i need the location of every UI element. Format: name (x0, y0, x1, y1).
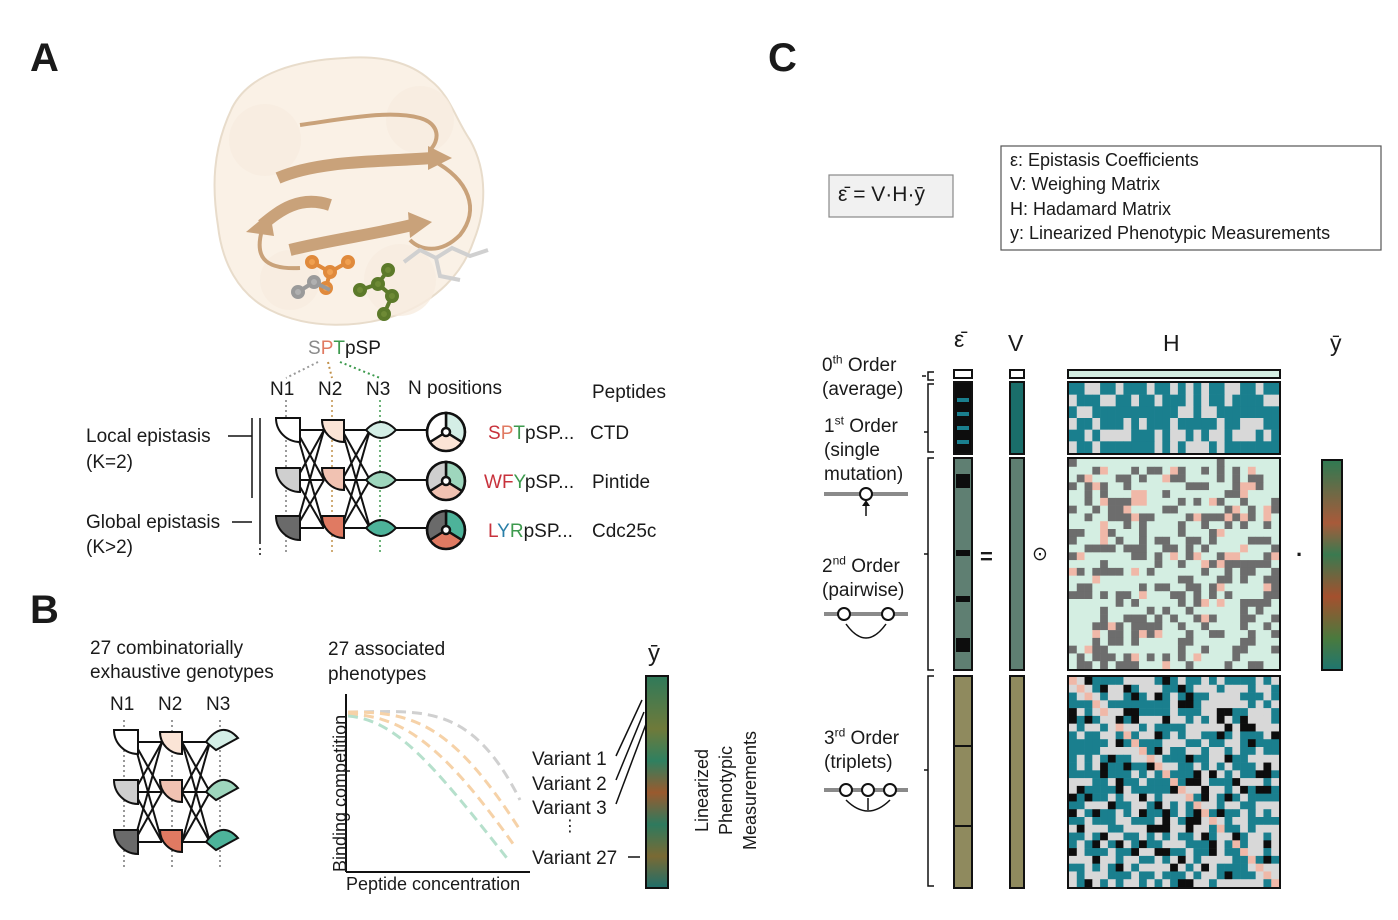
legend-line-2: V: Weighing Matrix (1010, 174, 1161, 194)
legend-box (1000, 145, 1382, 251)
n-positions-label: N positions (408, 378, 502, 399)
legend-line-4: y: Linearized Phenotypic Measurements (1010, 223, 1331, 243)
position-label-n3: N3 (366, 379, 391, 400)
dot-product-sign: · (1296, 542, 1304, 567)
order-2-label: 2nd Order (pairwise) (822, 553, 905, 601)
legend-line-3: H: Hadamard Matrix (1010, 199, 1172, 219)
peptide-sequence-top: SPTpSP (308, 338, 381, 359)
col-header-y: ȳ (1330, 330, 1342, 356)
col-header-h: H (1163, 330, 1180, 356)
epsilon-vector (953, 369, 973, 889)
b-position-n3: N3 (206, 694, 231, 715)
h-order0-frame (1067, 369, 1281, 379)
position-label-n2: N2 (318, 379, 343, 400)
b-position-n1: N1 (110, 694, 135, 715)
order-brackets (922, 371, 934, 887)
genotypes-title-line2: exhaustive genotypes (90, 662, 274, 683)
equals-sign: = (980, 544, 993, 569)
h-matrix (1069, 383, 1280, 888)
mutation-glyphs (824, 487, 908, 812)
phenotypes-title-line1: 27 associated (328, 639, 446, 660)
chart-y-axis-label: Binding competition (330, 714, 350, 872)
rotated-label: Linearized Phenotypic Measurements (692, 730, 760, 850)
order-0-label: 0th Order (average) (822, 352, 904, 400)
legend-line-1: ε: Epistasis Coefficients (1010, 150, 1199, 170)
y-bar-label-b: ȳ (648, 640, 660, 667)
col-header-epsilon: ε̄ (954, 326, 965, 352)
global-epistasis-label: Global epistasis (86, 512, 221, 533)
order-3-label: 3rd Order (triplets) (824, 725, 900, 773)
peptide-row-2: WFYpSP... (484, 472, 575, 493)
peptide-name-2: Pintide (592, 472, 651, 493)
phenotypes-title-line2: phenotypes (328, 664, 427, 685)
chart-x-axis-label: Peptide concentration (346, 874, 521, 894)
leader-lines (285, 361, 381, 379)
local-epistasis-label: Local epistasis (86, 426, 211, 447)
variant-ellipsis: ⋮ (562, 818, 578, 835)
v-vector (1009, 369, 1025, 889)
variant-leaders (615, 699, 647, 858)
panel-label-c: C (768, 36, 797, 80)
network-diagram-b (112, 720, 240, 870)
peptide-name-3: Cdc25c (592, 521, 657, 542)
peptide-name-1: CTD (590, 423, 630, 444)
variant-27-label: Variant 27 (532, 848, 618, 869)
network-diagram-a (228, 400, 467, 556)
b-position-n2: N2 (158, 694, 183, 715)
global-k-label: (K>2) (86, 537, 133, 558)
y-vector-bar-b (645, 675, 669, 889)
hadamard-product-sign: ⊙ (1032, 544, 1048, 565)
binding-curves-chart (345, 694, 530, 873)
panel-label-a: A (30, 36, 59, 80)
position-label-n1: N1 (270, 379, 295, 400)
equation-text: ε̄ = V·H·ȳ (838, 183, 925, 206)
peptide-row-1: SPTpSP... (488, 423, 575, 444)
equation-box (828, 174, 954, 218)
y-vector-bar-c (1321, 459, 1343, 671)
variant-2-label: Variant 2 (532, 774, 607, 795)
peptide-row-3: LYRpSP... (488, 521, 573, 542)
order-1-label: 1st Order (single mutation) (824, 413, 904, 485)
variant-3-label: Variant 3 (532, 798, 607, 819)
protein-structure-image (213, 56, 489, 326)
peptides-header: Peptides (592, 382, 666, 403)
variant-1-label: Variant 1 (532, 749, 607, 770)
col-header-v: V (1008, 330, 1024, 356)
local-k-label: (K=2) (86, 452, 133, 473)
genotypes-title-line1: 27 combinatorially (90, 638, 244, 659)
panel-label-b: B (30, 588, 59, 632)
